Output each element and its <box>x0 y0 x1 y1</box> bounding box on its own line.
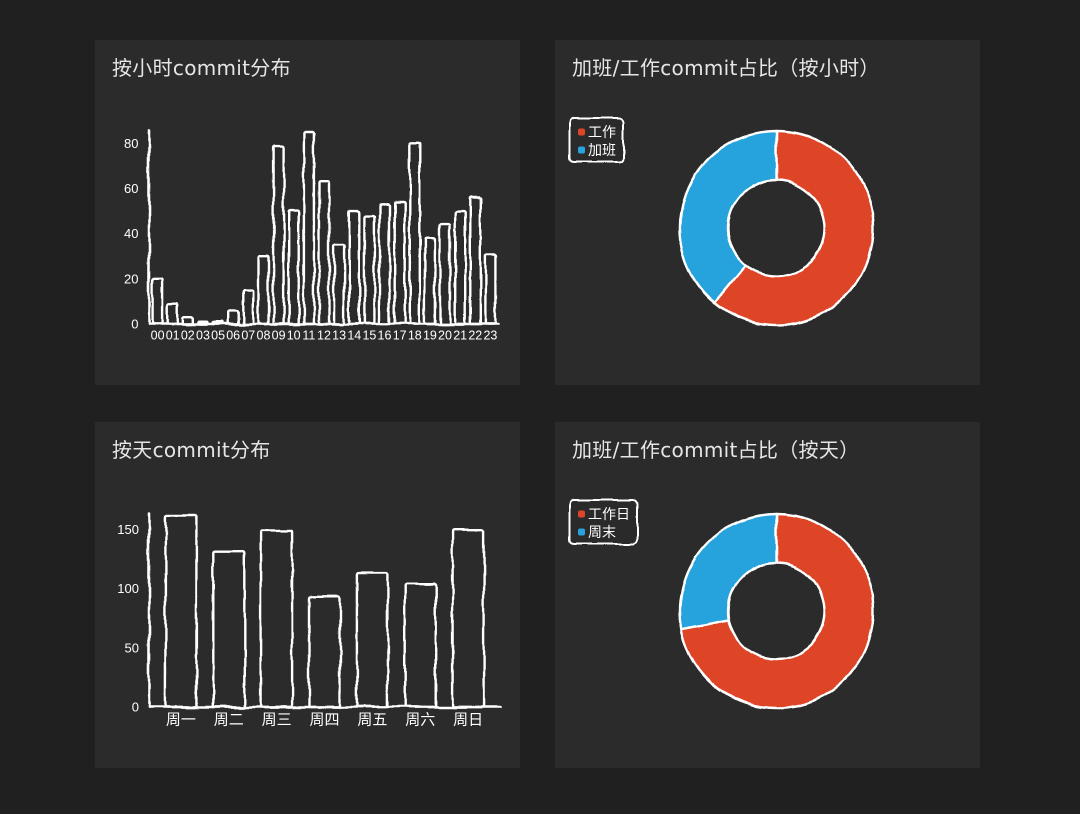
x-tick-label: 20 <box>438 329 452 343</box>
x-tick-label: 16 <box>378 329 392 343</box>
daily-commit-panel: 0 50 100 150 周一 周二 周三 周四 周五 周六 周日 按天commit分布 <box>95 422 520 768</box>
hour-bar-00 <box>153 279 163 324</box>
hour-bar-19 <box>425 238 435 324</box>
hour-bar-01 <box>168 304 178 324</box>
hourly-ratio-title: 加班/工作commit占比（按小时） <box>572 55 880 81</box>
day-bar-tue <box>213 552 244 707</box>
y-tick-label: 20 <box>124 271 138 286</box>
y-tick-label: 60 <box>124 181 138 196</box>
hour-bar-09 <box>274 146 284 324</box>
x-tick-label: 10 <box>287 329 301 343</box>
x-tick-label: 17 <box>393 329 407 343</box>
donut-ring <box>679 131 873 325</box>
hour-bar-15 <box>364 216 374 324</box>
x-tick-label: 19 <box>423 329 437 343</box>
hour-bar-22 <box>470 198 480 325</box>
legend-swatch <box>578 129 585 136</box>
x-tick-label: 周五 <box>357 712 387 729</box>
daily-overtime-ratio-panel: 工作日周末 加班/工作commit占比（按天） <box>555 422 980 768</box>
y-tick-label: 100 <box>117 581 139 596</box>
y-tick-label: 40 <box>124 226 138 241</box>
x-tick-label: 21 <box>453 329 467 343</box>
x-tick-label: 02 <box>181 329 195 343</box>
plot-area <box>149 513 500 707</box>
daily-ratio-title: 加班/工作commit占比（按天） <box>572 437 859 463</box>
legend-swatch <box>578 511 585 518</box>
x-tick-label: 周日 <box>453 712 483 729</box>
x-tick-label: 14 <box>347 329 361 343</box>
legend-label: 周末 <box>588 524 616 540</box>
hour-bar-21 <box>455 211 465 324</box>
hour-bar-18 <box>410 143 420 324</box>
day-bar-thu <box>309 597 340 707</box>
x-tick-label: 12 <box>317 329 331 343</box>
hour-bar-10 <box>289 211 299 324</box>
x-tick-label: 05 <box>211 329 225 343</box>
x-tick-label: 22 <box>468 329 482 343</box>
legend-label: 工作 <box>588 124 616 140</box>
hour-bar-11 <box>304 132 314 324</box>
hour-bar-12 <box>319 182 329 324</box>
hour-bar-06 <box>228 310 238 324</box>
hour-bar-14 <box>349 211 359 324</box>
hour-bar-13 <box>334 245 344 324</box>
legend-swatch <box>578 147 585 154</box>
x-tick-label: 18 <box>408 329 422 343</box>
hour-bar-16 <box>380 204 390 324</box>
x-tick-label: 周三 <box>262 712 292 729</box>
legend-label: 工作日 <box>588 506 630 522</box>
hour-bar-08 <box>259 256 269 324</box>
y-tick-label: 150 <box>117 522 139 537</box>
x-tick-label: 08 <box>257 329 271 343</box>
hour-bar-20 <box>440 225 450 324</box>
weekend-slice <box>680 514 777 629</box>
x-tick-label: 23 <box>483 329 497 343</box>
hourly-overtime-ratio-panel: 工作加班 加班/工作commit占比（按小时） <box>555 40 980 385</box>
day-bar-sat <box>405 584 436 707</box>
hour-bar-23 <box>485 254 495 324</box>
y-tick-label: 0 <box>132 700 139 715</box>
legend-swatch <box>578 529 585 536</box>
x-tick-label: 周一 <box>166 712 196 729</box>
x-tick-label: 周六 <box>405 712 435 729</box>
daily-commit-bar-chart: 0 50 100 150 周一 周二 周三 周四 周五 周六 周日 <box>95 422 520 768</box>
day-bar-fri <box>357 573 388 707</box>
x-tick-label: 15 <box>362 329 376 343</box>
hourly-commit-panel: 0 20 40 60 80 00 01 02 03 05 06 07 08 09 10 11 12 13 14 15 1… <box>95 40 520 385</box>
x-tick-label: 03 <box>196 329 210 343</box>
day-bar-mon <box>165 515 196 707</box>
x-tick-label: 00 <box>151 329 165 343</box>
donut-ring <box>680 514 874 708</box>
y-tick-label: 0 <box>131 317 138 332</box>
plot-area <box>149 130 498 324</box>
day-bar-sun <box>453 529 484 707</box>
legend-label: 加班 <box>588 142 616 158</box>
x-tick-label: 13 <box>332 329 346 343</box>
x-tick-label: 周二 <box>214 712 244 729</box>
y-tick-label: 50 <box>125 640 139 655</box>
x-tick-label: 01 <box>166 329 180 343</box>
hour-bar-07 <box>243 290 253 324</box>
day-bar-wed <box>261 530 292 707</box>
y-tick-label: 80 <box>124 136 138 151</box>
hour-bar-17 <box>395 202 405 324</box>
x-tick-label: 11 <box>302 329 315 343</box>
x-tick-label: 09 <box>272 329 286 343</box>
daily-commit-title: 按天commit分布 <box>112 437 271 463</box>
hourly-commit-title: 按小时commit分布 <box>112 55 291 81</box>
x-tick-label: 周四 <box>309 712 339 729</box>
x-tick-label: 06 <box>226 329 240 343</box>
x-tick-label: 07 <box>241 329 255 343</box>
